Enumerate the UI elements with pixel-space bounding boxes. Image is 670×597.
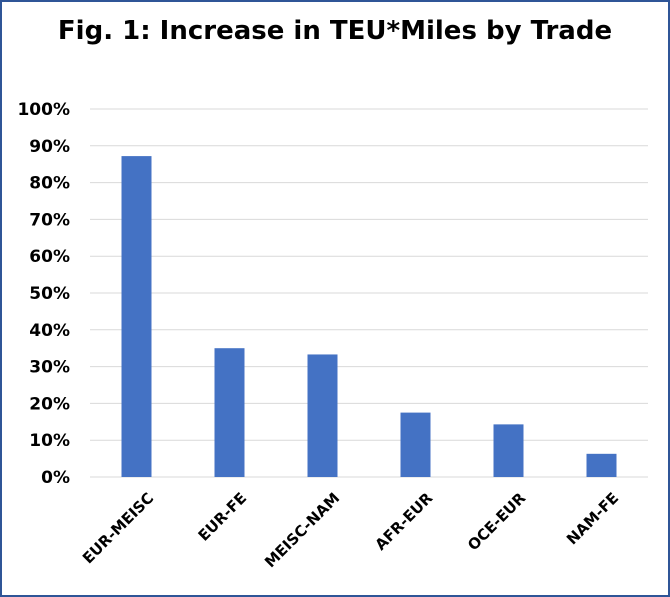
y-tick-label: 20% bbox=[29, 394, 70, 414]
y-tick-label: 100% bbox=[17, 100, 70, 120]
y-tick-label: 90% bbox=[29, 137, 70, 157]
y-tick-label: 40% bbox=[29, 321, 70, 341]
y-tick-label: 50% bbox=[29, 284, 70, 304]
x-category-label: AFR-EUR bbox=[371, 489, 436, 554]
bar-meisc-nam bbox=[307, 354, 338, 477]
x-category-label: NAM-FE bbox=[563, 489, 622, 548]
y-tick-label: 30% bbox=[29, 358, 70, 378]
y-tick-label: 10% bbox=[29, 431, 70, 451]
bar-afr-eur bbox=[400, 412, 431, 477]
x-category-label: EUR-FE bbox=[195, 489, 251, 545]
x-category-label: MEISC-NAM bbox=[261, 489, 343, 571]
gridlines bbox=[90, 108, 648, 478]
y-tick-label: 70% bbox=[29, 210, 70, 230]
chart-title: Fig. 1: Increase in TEU*Miles by Trade bbox=[57, 16, 613, 46]
bar-nam-fe bbox=[586, 453, 617, 477]
y-axis-tick-labels: 0% 10% 20% 30% 40% 50% 60% 70% 80% 90% 100% bbox=[17, 100, 70, 488]
y-tick-label: 80% bbox=[29, 174, 70, 194]
y-tick-label: 0% bbox=[41, 468, 70, 488]
x-category-label: EUR-MEISC bbox=[79, 489, 157, 567]
y-tick-label: 60% bbox=[29, 247, 70, 267]
bar-oce-eur bbox=[493, 424, 524, 477]
x-axis-category-labels: EUR-MEISC EUR-FE MEISC-NAM AFR-EUR OCE-EUR NA… bbox=[79, 489, 622, 572]
bars bbox=[121, 156, 617, 477]
bar-eur-meisc bbox=[121, 156, 152, 477]
x-category-label: OCE-EUR bbox=[464, 489, 530, 555]
bar-eur-fe bbox=[214, 348, 245, 477]
